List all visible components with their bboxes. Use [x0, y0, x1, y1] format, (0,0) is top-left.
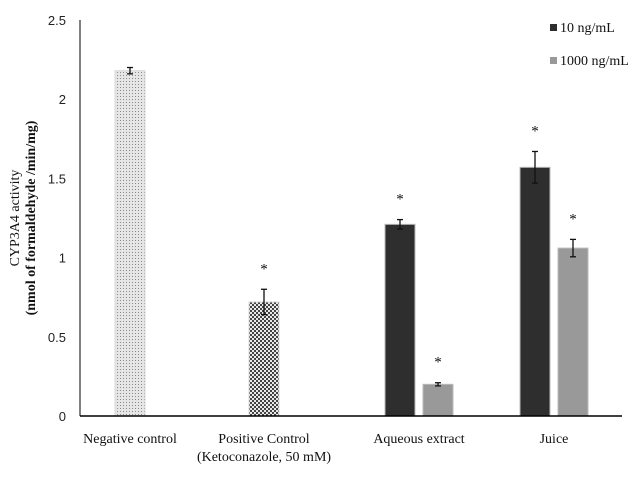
legend-swatch — [550, 24, 557, 31]
y-tick-label: 0.5 — [48, 330, 66, 345]
legend-label: 10 ng/mL — [560, 21, 615, 36]
y-tick-label: 1 — [59, 251, 66, 266]
y-axis-label-line-1: CYP3A4 activity — [8, 170, 23, 267]
y-tick-label: 2.5 — [48, 13, 66, 28]
significance-marker: * — [396, 192, 404, 208]
bar-series-0 — [384, 223, 416, 417]
legend-label: 1000 ng/mL — [560, 54, 629, 69]
legend-swatch — [550, 57, 557, 64]
y-tick-label: 2 — [59, 92, 66, 107]
x-tick-label: (Ketoconazole, 50 mM) — [197, 450, 331, 465]
y-axis-label: CYP3A4 activity (nmol of formaldehyde /m… — [8, 120, 39, 315]
x-tick-label: Juice — [540, 432, 569, 447]
y-axis-label-line-2: (nmol of formaldehyde /min/mg) — [24, 120, 39, 315]
significance-marker: * — [531, 123, 539, 139]
x-tick-label: Positive Control — [218, 432, 310, 447]
significance-marker: * — [569, 211, 577, 227]
bar-fine-dots — [114, 70, 146, 417]
y-tick-label: 0 — [59, 409, 66, 424]
bar-series-1 — [422, 383, 454, 417]
bar-checker — [248, 301, 280, 417]
x-tick-label: Aqueous extract — [373, 432, 464, 447]
significance-marker: * — [434, 355, 442, 371]
bar-series-0 — [519, 166, 551, 417]
significance-marker: * — [260, 261, 268, 277]
bar-series-1 — [557, 247, 589, 417]
y-tick-label: 1.5 — [48, 171, 66, 186]
x-tick-label: Negative control — [83, 432, 177, 447]
legend: 10 ng/mL 1000 ng/mL — [550, 21, 629, 69]
